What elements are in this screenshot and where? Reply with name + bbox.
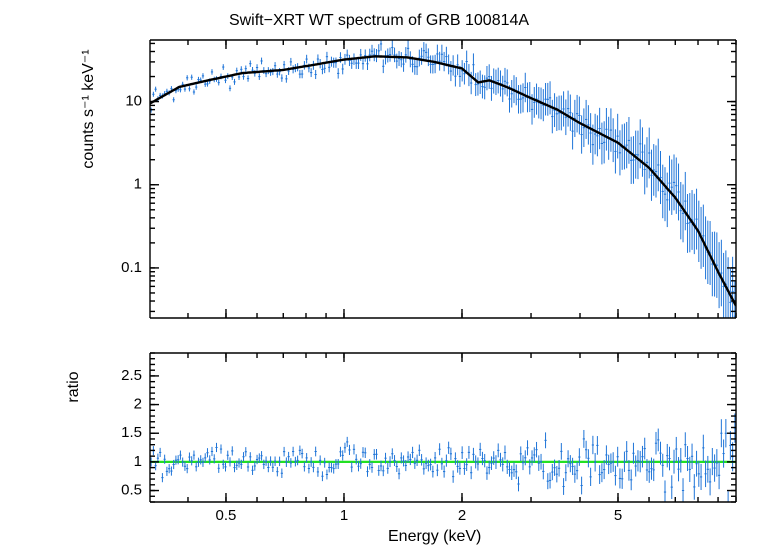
chart-svg: 0.5 1 2 5 0.1 1 10 0.5 1 1.5 2 2.5 [0,0,758,556]
chart-title: Swift−XRT WT spectrum of GRB 100814A [0,12,758,30]
svg-text:2: 2 [458,507,466,524]
svg-text:1: 1 [340,507,348,524]
bottom-y-axis-label: ratio [65,337,83,437]
svg-text:1: 1 [134,453,142,470]
top-y-axis-label: counts s⁻¹ keV⁻¹ [78,29,98,189]
svg-text:2.5: 2.5 [121,367,142,384]
svg-text:1.5: 1.5 [121,424,142,441]
svg-text:5: 5 [614,507,622,524]
svg-text:1: 1 [134,176,142,193]
x-axis-label: Energy (keV) [388,528,481,546]
svg-text:0.5: 0.5 [216,507,237,524]
svg-text:2: 2 [134,396,142,413]
svg-text:0.1: 0.1 [121,259,142,276]
svg-text:0.5: 0.5 [121,482,142,499]
svg-text:10: 10 [125,93,142,110]
